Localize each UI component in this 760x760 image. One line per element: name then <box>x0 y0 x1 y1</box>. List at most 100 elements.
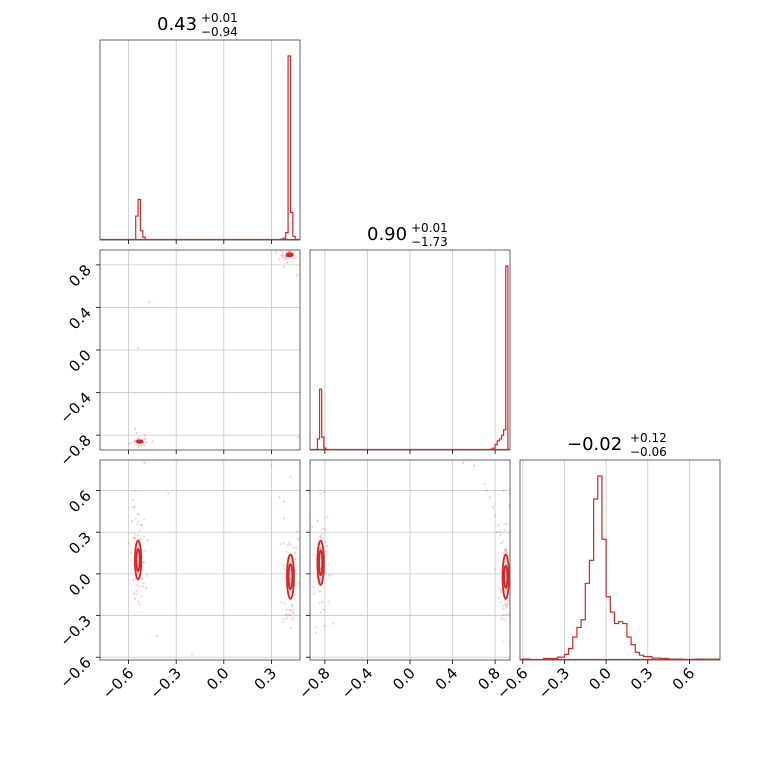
density-point <box>292 546 295 550</box>
panel-1-1 <box>309 249 511 454</box>
x-tick-label: 0.0 <box>389 664 419 694</box>
density-point <box>136 437 140 440</box>
scatter-point <box>297 538 300 541</box>
density-contour <box>137 439 143 444</box>
scatter-points <box>127 461 300 656</box>
x-tick-label: −0.3 <box>535 664 573 702</box>
panel-content <box>127 250 300 449</box>
scatter-point <box>151 440 154 443</box>
density-point <box>327 563 330 566</box>
title-param-2: −0.02 +0.12 −0.06 <box>567 431 667 459</box>
density-point <box>294 584 297 587</box>
density-point <box>133 439 137 443</box>
density-point <box>281 254 284 257</box>
density-point <box>129 551 133 555</box>
title-param-0: 0.43 +0.01 −0.94 <box>157 11 238 39</box>
panel-frame <box>519 459 721 661</box>
density-point <box>291 618 294 622</box>
panel-content <box>310 265 510 450</box>
density-point <box>136 533 139 537</box>
density-point <box>327 600 330 603</box>
density-point <box>143 437 147 440</box>
density-point <box>499 589 502 593</box>
density-point <box>505 603 509 607</box>
density-point <box>129 441 133 444</box>
scatter-point <box>278 258 281 261</box>
density-point <box>293 562 297 566</box>
density-point <box>499 600 502 604</box>
density-point <box>504 551 507 554</box>
density-point <box>514 584 516 586</box>
density-point <box>326 515 329 519</box>
x-tick-label: 0.0 <box>585 664 615 694</box>
density-point <box>324 572 327 575</box>
density-point <box>511 549 513 551</box>
density-point <box>287 541 291 544</box>
density-point <box>141 568 145 572</box>
density-point <box>288 608 291 612</box>
density-point <box>290 604 294 608</box>
scatter-point <box>295 274 298 277</box>
x-tick-label: −0.6 <box>99 664 137 702</box>
density-point <box>295 546 298 550</box>
density-point <box>497 587 500 590</box>
density-point <box>322 608 326 612</box>
y-tick-label: −0.6 <box>56 653 94 691</box>
title-lower: −1.73 <box>411 235 448 249</box>
density-point <box>281 256 285 259</box>
scatter-point <box>275 251 278 254</box>
density-point <box>303 526 305 528</box>
density-point <box>494 568 497 571</box>
density-point <box>319 546 323 550</box>
scatter-point <box>135 431 138 435</box>
scatter-point <box>283 500 286 503</box>
density-point <box>141 561 145 564</box>
density-point <box>332 622 335 625</box>
density-point <box>289 627 293 630</box>
density-point <box>134 517 137 521</box>
histogram-series <box>522 475 720 660</box>
density-point <box>281 621 284 624</box>
x-tick-label: 0.3 <box>251 664 281 694</box>
grid <box>100 250 300 450</box>
panel-content <box>520 475 720 660</box>
histogram-series <box>316 265 509 450</box>
density-point <box>133 440 136 444</box>
density-point <box>503 548 507 552</box>
density-point <box>294 256 297 259</box>
density-point <box>505 522 508 525</box>
density-point <box>504 547 508 550</box>
density-point <box>329 573 333 576</box>
scatter-point <box>491 506 495 509</box>
density-point <box>140 577 143 580</box>
density-point <box>507 599 510 603</box>
density-point <box>504 613 507 616</box>
density-point <box>501 604 504 607</box>
scatter-point <box>270 464 273 467</box>
scatter-point <box>289 475 292 478</box>
x-tick-label: 0.6 <box>669 664 699 694</box>
density-point <box>284 256 287 259</box>
density-contour <box>134 539 143 581</box>
scatter-point <box>132 506 135 509</box>
density-point <box>291 260 294 264</box>
scatter-point <box>143 461 146 464</box>
x-tick-label: 0.4 <box>432 664 462 694</box>
density-point <box>297 582 300 585</box>
density-point <box>510 566 512 568</box>
panel-background <box>520 460 720 660</box>
density-point <box>512 550 514 552</box>
density-point <box>285 608 288 612</box>
scatter-point <box>144 586 148 589</box>
y-tick-label: 0.0 <box>65 570 95 600</box>
scatter-point <box>130 520 133 523</box>
density-point <box>323 624 327 628</box>
title-lower: −0.94 <box>201 25 238 39</box>
panel-frame <box>99 39 301 241</box>
density-point <box>288 543 291 547</box>
density-point <box>291 611 294 614</box>
scatter-point <box>292 257 295 260</box>
y-tick-label: 0.3 <box>65 528 95 558</box>
density-point <box>132 592 136 595</box>
density-point <box>136 600 140 603</box>
